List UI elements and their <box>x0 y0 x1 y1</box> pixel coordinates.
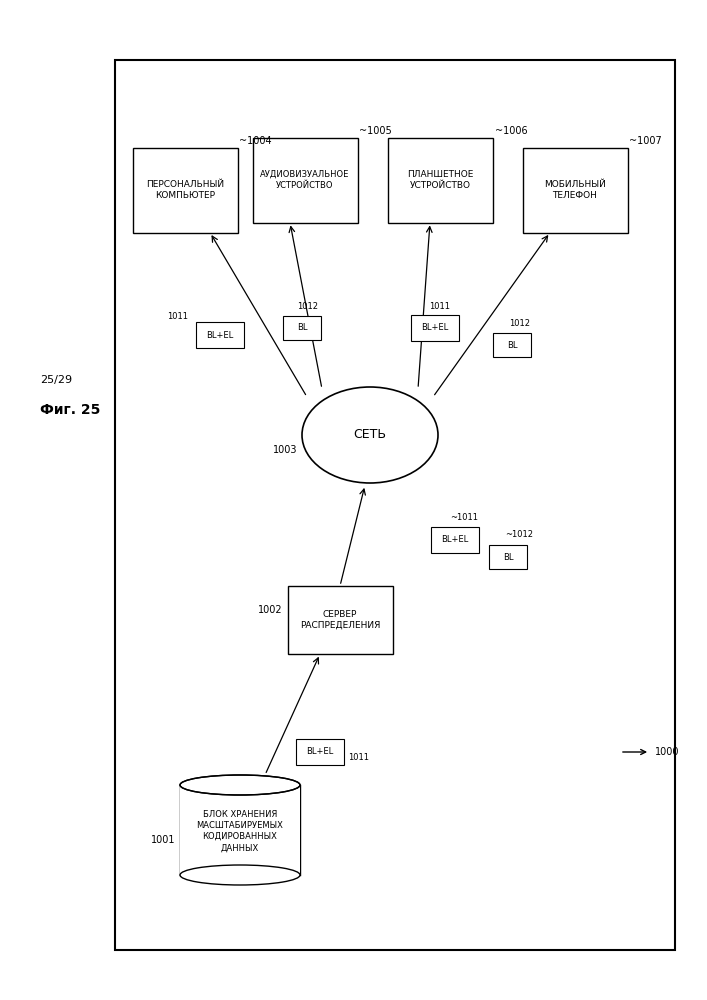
Text: 1011: 1011 <box>429 302 450 311</box>
Text: ПЛАНШЕТНОЕ
УСТРОЙСТВО: ПЛАНШЕТНОЕ УСТРОЙСТВО <box>407 170 473 190</box>
Text: ~1004: ~1004 <box>240 135 272 145</box>
Bar <box>283 316 321 340</box>
Bar <box>411 315 459 341</box>
Bar <box>296 739 344 765</box>
Bar <box>252 137 358 223</box>
Ellipse shape <box>180 775 300 795</box>
Text: BL+EL: BL+EL <box>421 324 449 332</box>
Ellipse shape <box>180 865 300 885</box>
Text: Фиг. 25: Фиг. 25 <box>40 403 100 417</box>
Bar <box>431 527 479 553</box>
Bar <box>196 322 244 348</box>
Text: ~1005: ~1005 <box>359 125 392 135</box>
Text: АУДИОВИЗУАЛЬНОЕ
УСТРОЙСТВО: АУДИОВИЗУАЛЬНОЕ УСТРОЙСТВО <box>260 170 350 190</box>
Text: BL: BL <box>503 552 513 562</box>
Ellipse shape <box>302 387 438 483</box>
Text: 1012: 1012 <box>297 302 318 311</box>
Text: BL: BL <box>297 324 308 332</box>
Bar <box>489 545 527 569</box>
Bar <box>180 785 300 875</box>
Text: ~1011: ~1011 <box>450 513 478 522</box>
Text: СЕРВЕР
РАСПРЕДЕЛЕНИЯ: СЕРВЕР РАСПРЕДЕЛЕНИЯ <box>300 610 380 630</box>
Text: BL+EL: BL+EL <box>206 330 233 340</box>
Text: 1011: 1011 <box>348 754 369 762</box>
Text: 25/29: 25/29 <box>40 375 72 385</box>
Text: БЛОК ХРАНЕНИЯ
МАСШТАБИРУЕМЫХ
КОДИРОВАННЫХ
ДАННЫХ: БЛОК ХРАНЕНИЯ МАСШТАБИРУЕМЫХ КОДИРОВАННЫ… <box>197 810 284 852</box>
Text: BL: BL <box>507 340 518 350</box>
Bar <box>288 586 392 654</box>
Text: 1012: 1012 <box>509 319 530 328</box>
Text: 1001: 1001 <box>151 835 175 845</box>
Text: ПЕРСОНАЛЬНЫЙ
КОМПЬЮТЕР: ПЕРСОНАЛЬНЫЙ КОМПЬЮТЕР <box>146 180 224 200</box>
Text: ~1006: ~1006 <box>494 125 527 135</box>
Text: BL+EL: BL+EL <box>306 748 334 756</box>
Text: 1000: 1000 <box>655 747 679 757</box>
Text: ~1007: ~1007 <box>629 135 662 145</box>
Bar <box>522 147 628 232</box>
Text: 1011: 1011 <box>167 312 188 321</box>
Text: СЕТЬ: СЕТЬ <box>354 428 387 442</box>
Text: 1003: 1003 <box>272 445 297 455</box>
Bar <box>493 333 531 357</box>
Text: BL+EL: BL+EL <box>441 536 469 544</box>
Bar <box>387 137 493 223</box>
Bar <box>115 60 675 950</box>
Text: МОБИЛЬНЫЙ
ТЕЛЕФОН: МОБИЛЬНЫЙ ТЕЛЕФОН <box>544 180 606 200</box>
Bar <box>132 147 238 232</box>
Text: ~1012: ~1012 <box>505 530 533 539</box>
Text: 1002: 1002 <box>258 605 283 615</box>
